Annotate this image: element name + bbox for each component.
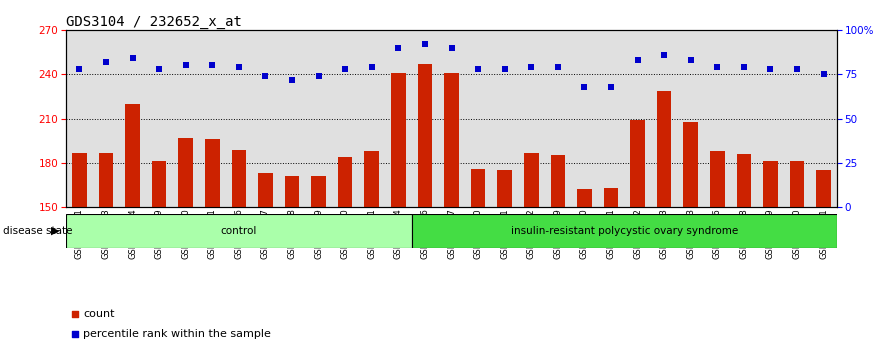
Bar	[603, 188, 618, 207]
Point	[631, 57, 645, 63]
Bar	[178, 138, 193, 207]
Point	[179, 63, 193, 68]
Point	[657, 52, 671, 58]
Bar	[657, 91, 671, 207]
Bar	[99, 153, 114, 207]
Bar	[710, 151, 725, 207]
Bar	[737, 154, 751, 207]
Point	[99, 59, 113, 65]
Text: percentile rank within the sample: percentile rank within the sample	[83, 329, 271, 339]
Bar	[789, 161, 804, 207]
Point	[205, 63, 219, 68]
Bar	[524, 153, 538, 207]
Bar	[125, 104, 140, 207]
Point	[338, 66, 352, 72]
Point	[524, 64, 538, 70]
Bar	[72, 153, 86, 207]
Point	[391, 45, 405, 51]
Point	[258, 73, 272, 79]
Bar	[577, 189, 592, 207]
Bar	[551, 155, 565, 207]
Text: insulin-resistant polycystic ovary syndrome: insulin-resistant polycystic ovary syndr…	[511, 226, 738, 236]
Point	[764, 66, 778, 72]
Bar	[232, 149, 246, 207]
Bar	[205, 139, 219, 207]
Point	[498, 66, 512, 72]
Point	[577, 84, 591, 90]
Bar	[684, 121, 698, 207]
Bar	[258, 173, 273, 207]
Bar	[152, 161, 167, 207]
Bar	[498, 170, 512, 207]
Bar	[418, 64, 433, 207]
Point	[69, 311, 83, 316]
Bar	[391, 73, 405, 207]
Point	[604, 84, 618, 90]
Point	[737, 64, 751, 70]
Bar	[338, 157, 352, 207]
Bar	[630, 120, 645, 207]
Point	[312, 73, 326, 79]
Point	[285, 77, 299, 82]
Text: count: count	[83, 309, 115, 319]
Point	[418, 41, 432, 47]
Point	[444, 45, 458, 51]
Point	[710, 64, 724, 70]
Bar	[470, 169, 485, 207]
Point	[125, 56, 139, 61]
Text: control: control	[220, 226, 257, 236]
Bar	[66, 214, 411, 248]
Point	[365, 64, 379, 70]
Bar	[411, 214, 837, 248]
Point	[72, 66, 86, 72]
Bar	[285, 176, 300, 207]
Bar	[311, 176, 326, 207]
Point	[69, 331, 83, 337]
Bar	[763, 161, 778, 207]
Bar	[444, 73, 459, 207]
Point	[471, 66, 485, 72]
Bar	[365, 151, 379, 207]
Point	[684, 57, 698, 63]
Point	[551, 64, 565, 70]
Point	[152, 66, 167, 72]
Point	[232, 64, 246, 70]
Text: GDS3104 / 232652_x_at: GDS3104 / 232652_x_at	[66, 15, 242, 29]
Text: disease state: disease state	[3, 226, 72, 236]
Text: ▶: ▶	[51, 226, 60, 236]
Point	[790, 66, 804, 72]
Point	[817, 72, 831, 77]
Bar	[817, 170, 831, 207]
